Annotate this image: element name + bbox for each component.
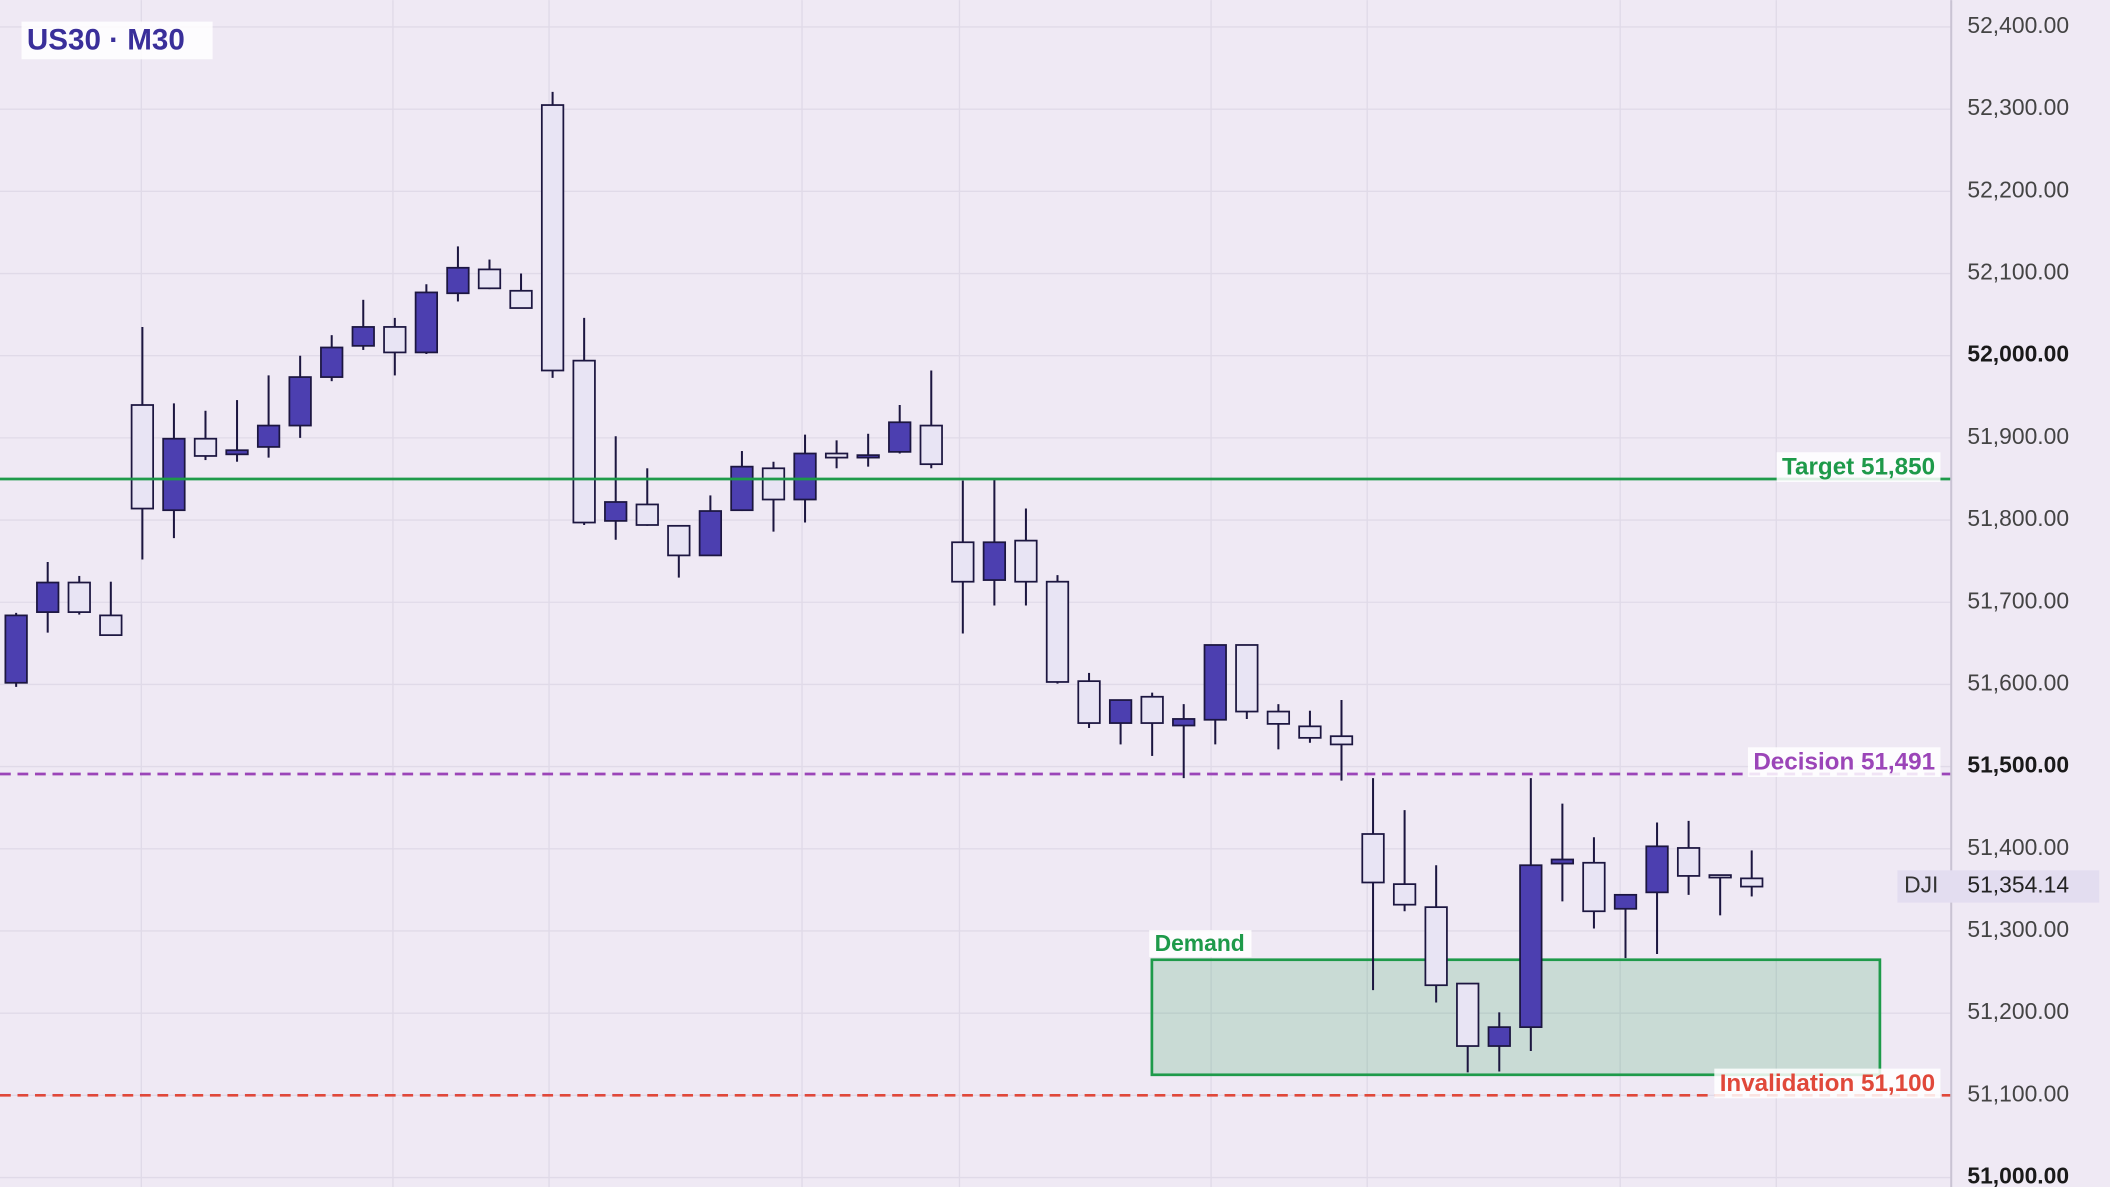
candle-body bbox=[414, 291, 439, 354]
candle-body bbox=[1014, 539, 1038, 583]
plot: Demand Target 51,850 Decision 51,491 Invali… bbox=[0, 91, 1952, 1099]
level-label-bg bbox=[1776, 452, 1941, 482]
y-tick-label: 52,000.00 bbox=[1967, 341, 2069, 367]
candle-body bbox=[130, 404, 155, 510]
y-tick-label: 51,500.00 bbox=[1967, 752, 2069, 778]
candle-body bbox=[888, 421, 912, 453]
candle-body bbox=[1077, 680, 1101, 724]
candle-body bbox=[698, 510, 723, 557]
candle-body bbox=[635, 503, 659, 526]
candle-body bbox=[225, 449, 249, 456]
last-price-label: 51,354.14 bbox=[1967, 872, 2069, 898]
y-tick-label: 51,200.00 bbox=[1967, 998, 2069, 1024]
candle-body bbox=[1045, 580, 1070, 683]
candle-body bbox=[919, 424, 943, 466]
candle-body bbox=[856, 454, 880, 459]
candle-body bbox=[509, 289, 533, 309]
candle-body bbox=[604, 501, 628, 522]
candle-body bbox=[446, 266, 470, 295]
candle-body bbox=[1550, 858, 1575, 865]
candle-body bbox=[1487, 1026, 1511, 1047]
y-tick-label: 51,400.00 bbox=[1967, 834, 2069, 860]
y-tick-label: 52,300.00 bbox=[1967, 94, 2069, 120]
y-tick-label: 51,600.00 bbox=[1967, 669, 2069, 695]
candle-body bbox=[1613, 893, 1638, 910]
candle-body bbox=[320, 346, 344, 378]
y-tick-label: 51,800.00 bbox=[1967, 505, 2069, 531]
candle-body bbox=[1140, 695, 1164, 724]
candle-body bbox=[1645, 845, 1669, 894]
candle-body bbox=[1456, 982, 1480, 1047]
candle-body bbox=[36, 581, 60, 613]
candle-body bbox=[1392, 883, 1417, 906]
candle-body bbox=[761, 467, 786, 501]
candle-body bbox=[383, 326, 407, 354]
zone-label-bg bbox=[1149, 930, 1252, 958]
candle-body bbox=[193, 437, 218, 457]
candle-body bbox=[982, 541, 1007, 581]
symbol-label: DJI bbox=[1904, 872, 1938, 898]
candle-body bbox=[1740, 877, 1764, 888]
y-tick-label: 51,000.00 bbox=[1967, 1163, 2069, 1187]
candle-body bbox=[824, 452, 849, 459]
candle-body bbox=[1424, 906, 1448, 987]
candle-body bbox=[288, 376, 312, 427]
last-price-bg bbox=[1897, 870, 2100, 903]
candle-body bbox=[67, 581, 91, 613]
candle-body bbox=[951, 541, 975, 583]
candle-body bbox=[477, 268, 502, 290]
level-label: Invalidation 51,100 bbox=[1720, 1070, 1935, 1097]
level-label: Decision 51,491 bbox=[1753, 749, 1935, 776]
candle-body bbox=[540, 104, 565, 372]
candle-body bbox=[1519, 864, 1543, 1029]
zone-label: Demand bbox=[1155, 930, 1245, 956]
y-tick-label: 52,400.00 bbox=[1967, 12, 2069, 38]
title-bg bbox=[21, 21, 213, 60]
level-label-bg bbox=[1714, 1068, 1941, 1099]
candle-body bbox=[351, 326, 375, 347]
candle-body bbox=[1361, 833, 1385, 884]
level-label-bg bbox=[1747, 747, 1941, 777]
candle-body bbox=[1329, 735, 1354, 746]
y-tick-label: 51,100.00 bbox=[1967, 1080, 2069, 1106]
candle-body bbox=[730, 465, 754, 512]
candle-body bbox=[99, 614, 123, 636]
candle-body bbox=[1298, 725, 1322, 739]
candle-body bbox=[4, 614, 28, 684]
candle-body bbox=[1266, 710, 1291, 725]
candle-body bbox=[1203, 644, 1227, 721]
y-tick-label: 52,100.00 bbox=[1967, 259, 2069, 285]
candle-body bbox=[667, 524, 691, 557]
candle-body bbox=[1172, 718, 1196, 727]
candle-body bbox=[1676, 847, 1701, 877]
y-tick-label: 51,700.00 bbox=[1967, 587, 2069, 613]
y-tick-label: 51,900.00 bbox=[1967, 423, 2069, 449]
candle-body bbox=[1108, 699, 1133, 724]
candle-body bbox=[256, 424, 281, 448]
candle-body bbox=[162, 437, 186, 512]
candle-body bbox=[1582, 861, 1606, 913]
y-tick-label: 51,300.00 bbox=[1967, 916, 2069, 942]
chart-title: US30 · M30 bbox=[27, 24, 185, 57]
level-label: Target 51,850 bbox=[1782, 454, 1935, 481]
candle-body bbox=[572, 359, 596, 524]
candle-body bbox=[793, 452, 817, 501]
zone bbox=[1150, 958, 1882, 1077]
candle-body bbox=[1235, 644, 1259, 713]
candle-body bbox=[1708, 874, 1732, 879]
y-tick-label: 52,200.00 bbox=[1967, 176, 2069, 202]
